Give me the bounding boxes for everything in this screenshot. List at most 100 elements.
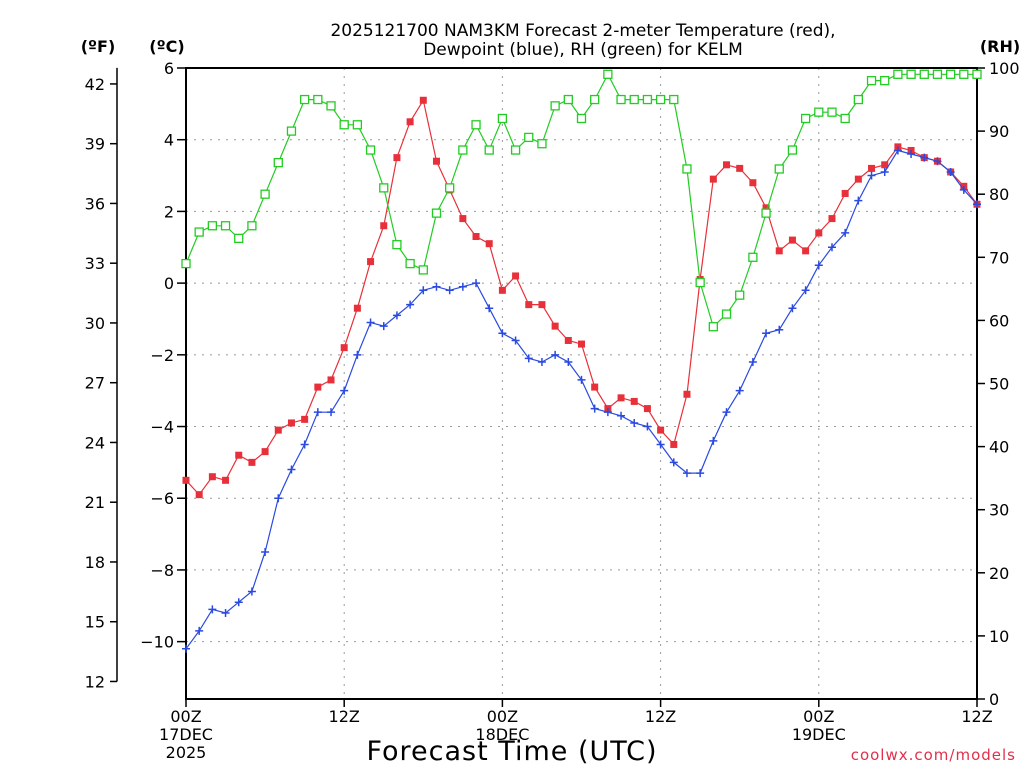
relative-humidity-point [814,107,824,117]
celsius-tick-label: −4 [150,418,174,437]
relative-humidity-point [893,69,903,79]
dewpoint-point [959,185,968,194]
2-meter-temperature-point [630,397,638,405]
2-meter-temperature-point [815,229,823,237]
2-meter-temperature-point [222,476,230,484]
2-meter-temperature-point [762,204,770,212]
2-meter-temperature-point [367,258,375,266]
dewpoint-point [920,153,929,162]
2-meter-temperature-point [235,451,243,459]
relative-humidity-point [735,290,745,300]
series-layer [181,69,982,653]
2-meter-temperature-point [380,222,388,230]
dewpoint-point [788,304,797,313]
2-meter-temperature-point [182,476,190,484]
2-meter-temperature-point [551,322,559,330]
dewpoint-point [511,336,520,345]
rh-tick-label: 60 [989,311,1009,330]
x-tick-date: 17DEC [159,725,213,744]
relative-humidity-point [932,69,943,79]
relative-humidity-point [708,322,718,332]
celsius-unit-label: (ºC) [149,37,184,56]
dewpoint-point [603,408,612,417]
rh-tick-label: 40 [989,438,1009,457]
relative-humidity-point [629,94,639,105]
relative-humidity-point [207,221,218,231]
relative-humidity-point [959,69,969,79]
relative-humidity-point [682,164,692,174]
relative-humidity-point [642,94,653,105]
relative-humidity-point [497,113,508,124]
dewpoint-point [617,411,626,420]
dewpoint-point [313,408,322,417]
2-meter-temperature-point [828,215,836,223]
relative-humidity-point [313,94,323,105]
2-meter-temperature-point [736,164,744,172]
dewpoint-point [841,228,850,237]
grid-layer [186,68,977,699]
relative-humidity-point [721,309,732,319]
dewpoint-point [208,605,217,614]
relative-humidity-point [669,94,679,105]
rh-tick-label: 30 [989,501,1009,520]
x-tick-label: 00Z [170,707,201,726]
2-meter-temperature-point [419,96,427,104]
relative-humidity-point [299,94,310,105]
celsius-tick-label: 6 [164,59,174,78]
2-meter-temperature-point [564,336,572,344]
credit-link[interactable]: coolwx.com/models [851,746,1016,764]
dewpoint-point [274,494,283,503]
relative-humidity-point [761,208,771,218]
dewpoint-point [893,146,902,155]
relative-humidity-point [906,69,916,79]
relative-humidity-point [695,277,705,288]
relative-humidity-point [247,221,257,231]
dewpoint-point [498,329,507,338]
2-meter-temperature-point [274,426,282,434]
celsius-tick-label: −8 [150,561,174,580]
2-meter-temperature-point [643,405,651,413]
dewpoint-point [300,440,309,449]
2-meter-temperature-point [248,458,256,466]
x-tick-year: 2025 [166,743,207,762]
dewpoint-point [709,436,718,445]
2-meter-temperature-line [185,98,978,496]
2-meter-temperature-point [432,157,440,165]
2-meter-temperature-point [340,344,348,352]
rh-tick-label: 50 [989,375,1009,394]
relative-humidity-point [576,113,587,124]
dewpoint-point [537,357,546,366]
x-tick-date: 18DEC [475,725,529,744]
fahrenheit-tick-label: 39 [85,135,105,154]
2-meter-temperature-point [881,161,889,169]
dewpoint-point [485,304,494,313]
dewpoint-point [366,318,375,327]
celsius-tick-label: −6 [150,489,174,508]
2-meter-temperature-point [314,383,322,391]
dewpoint-point [234,598,243,607]
dewpoint-point [814,261,823,270]
fahrenheit-tick-label: 27 [85,374,105,393]
2-meter-temperature-point [393,154,401,162]
dewpoint-point [432,282,441,291]
x-tick-date: 19DEC [792,725,846,744]
relative-humidity-point [866,75,877,86]
relative-humidity-point [484,145,494,155]
dewpoint-point [551,350,560,359]
dewpoint-point [379,322,388,331]
dewpoint-point [472,279,481,288]
rh-tick-label: 20 [989,564,1009,583]
dewpoint-point [946,167,955,176]
fahrenheit-tick-label: 21 [85,493,105,512]
fahrenheit-tick-label: 15 [85,613,105,632]
2-meter-temperature-point [854,175,862,183]
dewpoint-point [748,357,757,366]
x-axis-title: Forecast Time (UTC) [366,736,657,767]
x-tick-label: 00Z [803,707,834,726]
2-meter-temperature-point [538,301,546,309]
dewpoint-point [801,286,810,295]
dewpoint-point [340,386,349,395]
fahrenheit-tick-label: 24 [85,433,105,452]
dewpoint-point [762,329,771,338]
